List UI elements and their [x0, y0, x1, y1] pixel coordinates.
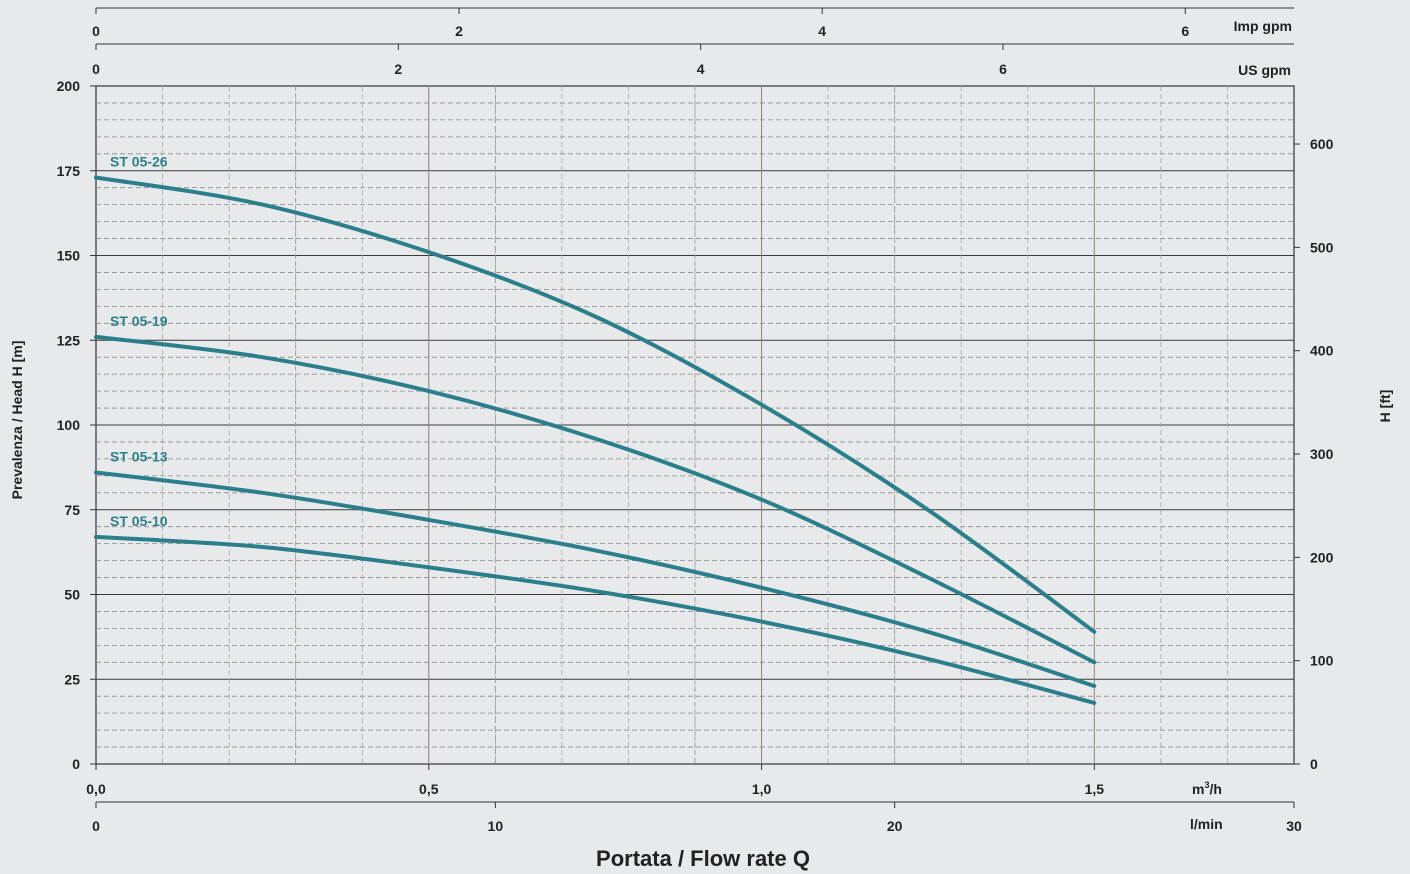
x-tick-label: 0,0: [86, 781, 106, 797]
series-label: ST 05-19: [110, 313, 168, 329]
us-gpm-tick-label: 2: [394, 61, 402, 77]
curves: ST 05-26 ST 05-19 ST 05-13 ST 05-10: [94, 154, 1097, 705]
y-right-tick-label: 100: [1310, 653, 1334, 669]
series-point: [761, 499, 763, 501]
y-tick-label: 150: [57, 248, 81, 264]
series-point: [1093, 661, 1095, 663]
y-tick-label: 0: [72, 756, 80, 772]
grid: [96, 86, 1294, 764]
us-gpm-tick-label: 4: [697, 61, 705, 77]
series-label: ST 05-26: [110, 154, 168, 170]
series-point: [95, 536, 97, 538]
series-point: [761, 621, 763, 623]
y-tick-label: 100: [57, 417, 81, 433]
x-unit-us-gpm: US gpm: [1238, 62, 1291, 78]
y-axis-title: Prevalenza / Head H [m]: [9, 341, 25, 500]
y-tick-label: 50: [64, 587, 80, 603]
series-point: [594, 316, 596, 318]
series-point: [428, 566, 430, 568]
series-point: [594, 549, 596, 551]
series-label: ST 05-13: [110, 448, 168, 464]
series-point: [927, 577, 929, 579]
y-right-tick-label: 200: [1310, 549, 1334, 565]
series-point: [261, 546, 263, 548]
us-gpm-tick-label: 0: [92, 61, 100, 77]
series-point: [95, 336, 97, 338]
y-axis-right-title: H [ft]: [1377, 390, 1393, 423]
imp-gpm-tick-label: 0: [92, 23, 100, 39]
series-point: [261, 204, 263, 206]
y-tick-label: 125: [57, 332, 81, 348]
y-right-tick-label: 400: [1310, 343, 1334, 359]
series-point: [761, 404, 763, 406]
us-gpm-tick-label: 6: [999, 61, 1007, 77]
series-point: [1093, 702, 1095, 704]
lmin-tick-label: 10: [488, 818, 504, 834]
y-tick-label: 75: [64, 502, 80, 518]
x-unit-imp-gpm: Imp gpm: [1234, 18, 1292, 34]
x-unit-lmin: l/min: [1190, 816, 1223, 832]
series-point: [927, 658, 929, 660]
y-right-tick-label: 0: [1310, 756, 1318, 772]
series-point: [261, 356, 263, 358]
y-right-tick-label: 300: [1310, 446, 1334, 462]
y-right-tick-label: 500: [1310, 239, 1334, 255]
series-point: [95, 471, 97, 473]
x-tick-label: 0,5: [419, 781, 439, 797]
lmin-tick-label: 0: [92, 818, 100, 834]
series-point: [1093, 631, 1095, 633]
lmin-tick-label: 30: [1286, 818, 1302, 834]
series-point: [594, 590, 596, 592]
lmin-tick-label: 20: [887, 818, 903, 834]
y-tick-label: 25: [64, 671, 80, 687]
y-tick-label: 200: [57, 78, 81, 94]
series-point: [261, 492, 263, 494]
series-point: [594, 438, 596, 440]
series-point: [761, 587, 763, 589]
y-right-tick-label: 600: [1310, 136, 1334, 152]
x-tick-label: 1,0: [752, 781, 772, 797]
y-tick-label: 175: [57, 163, 81, 179]
series-point: [428, 251, 430, 253]
axes: 0255075100125150175200010020030040050060…: [57, 7, 1334, 834]
x-axis-title: Portata / Flow rate Q: [596, 846, 810, 871]
series-point: [95, 177, 97, 179]
imp-gpm-tick-label: 2: [455, 23, 463, 39]
series-point: [428, 390, 430, 392]
imp-gpm-tick-label: 4: [818, 23, 826, 39]
series-point: [428, 519, 430, 521]
series-point: [927, 631, 929, 633]
x-tick-label: 1,5: [1085, 781, 1105, 797]
series-label: ST 05-10: [110, 513, 168, 529]
imp-gpm-tick-label: 6: [1181, 23, 1189, 39]
x-unit-m3h: m3/h: [1192, 780, 1222, 797]
series-point: [1093, 685, 1095, 687]
series-point: [927, 509, 929, 511]
